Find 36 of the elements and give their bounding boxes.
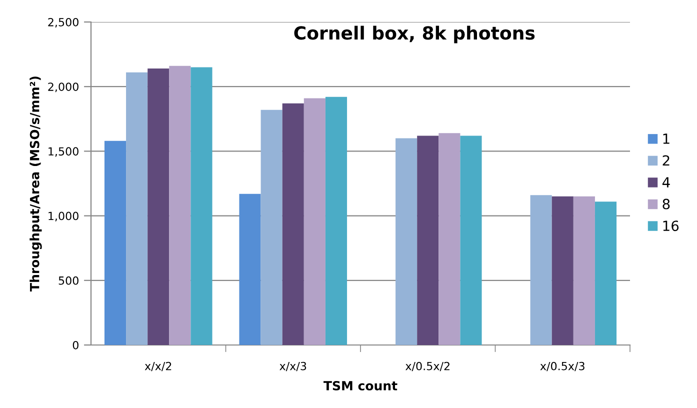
- bar: [438, 133, 460, 345]
- legend-label: 4: [662, 177, 670, 188]
- bar: [126, 72, 148, 345]
- y-tick-label: 2,500: [48, 18, 78, 28]
- x-tick-label: x/x/2: [144, 362, 172, 372]
- bar: [304, 98, 326, 345]
- bar: [260, 110, 282, 345]
- bar: [239, 194, 261, 345]
- bar: [190, 67, 212, 345]
- x-tick-label: x/x/3: [280, 362, 306, 372]
- bar: [396, 138, 418, 345]
- y-tick-label: 2,000: [48, 82, 78, 92]
- bar: [460, 136, 482, 345]
- y-tick-label: 500: [58, 276, 78, 285]
- y-axis-title: Throughput/Area (MSO/s/mm²): [30, 76, 42, 292]
- x-tick-label: x/0.5x/2: [406, 362, 450, 372]
- y-tick-label: 1,500: [48, 147, 78, 157]
- bar: [282, 103, 304, 345]
- legend-label: 16: [663, 220, 679, 232]
- bar: [573, 196, 595, 345]
- bar: [169, 66, 191, 345]
- y-tick-label: 0: [72, 340, 78, 350]
- x-tick-label: x/0.5x/3: [540, 362, 584, 372]
- bar: [552, 196, 574, 345]
- x-axis-title: TSM count: [324, 380, 398, 390]
- y-tick-label: 1,000: [48, 212, 78, 222]
- bar: [417, 136, 439, 345]
- legend-label: 1: [663, 134, 670, 144]
- legend-label: 2: [662, 155, 670, 166]
- bar: [530, 195, 552, 345]
- bar: [594, 202, 617, 345]
- bar: [325, 96, 348, 345]
- legend-label: 8: [662, 198, 670, 210]
- bar: [148, 68, 170, 345]
- chart-title: Cornell box, 8k photons: [294, 26, 535, 44]
- bar: [104, 140, 126, 345]
